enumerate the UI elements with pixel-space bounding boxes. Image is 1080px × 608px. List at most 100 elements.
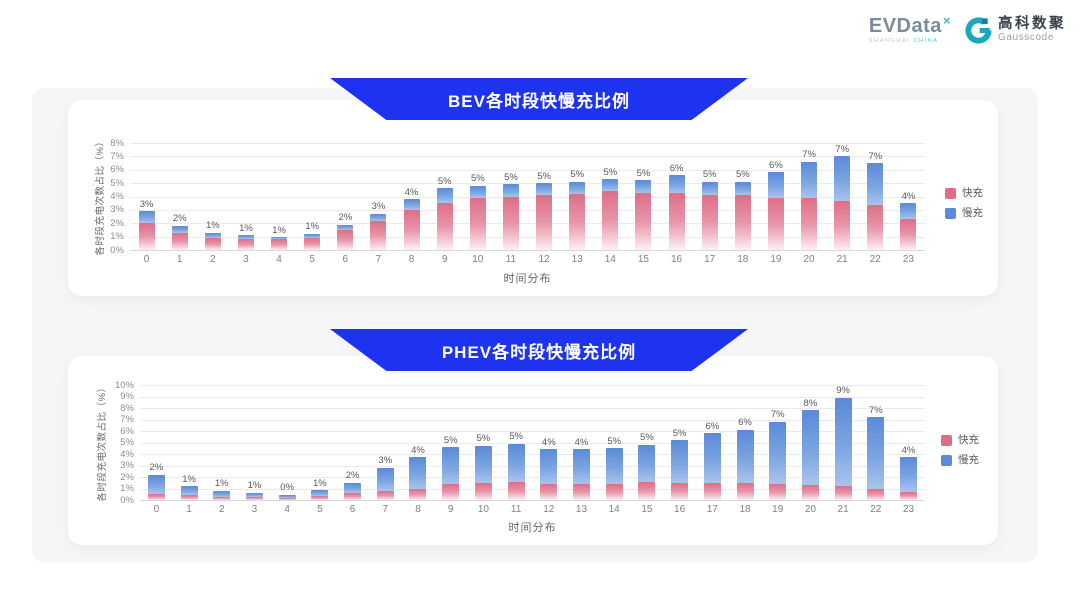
bar-column[interactable]: 5% — [467, 385, 500, 500]
bar-column[interactable]: 1% — [173, 385, 206, 500]
slow-bar-segment — [344, 482, 362, 494]
y-tick-label: 0% — [120, 494, 134, 506]
bar-column[interactable]: 6% — [759, 143, 792, 250]
bar-value-label: 5% — [437, 175, 452, 187]
x-tick-label: 20 — [803, 254, 815, 265]
bar-column[interactable]: 1% — [263, 143, 296, 250]
bar-column[interactable]: 7% — [793, 143, 826, 250]
bar-column[interactable]: 5% — [627, 143, 660, 250]
bar-column[interactable]: 4% — [532, 385, 565, 500]
bar-column[interactable]: 1% — [229, 143, 262, 250]
bar-value-label: 1% — [305, 221, 320, 233]
bar-column[interactable]: 1% — [296, 143, 329, 250]
bar-column[interactable]: 5% — [461, 143, 494, 250]
bar-column[interactable]: 4% — [892, 385, 925, 500]
x-axis-title: 时间分布 — [508, 522, 557, 534]
legend-item-slow-charge[interactable]: 慢充 — [945, 208, 983, 219]
bar-column[interactable]: 5% — [663, 385, 696, 500]
evdata-logo: EVData× SHANGHAI CHINA — [869, 14, 951, 44]
slow-bar-segment — [801, 410, 819, 486]
fast-bar-segment — [900, 219, 917, 250]
bar-column[interactable]: 2% — [336, 385, 369, 500]
bar-value-label: 1% — [247, 480, 262, 492]
legend-item-fast-charge[interactable]: 快充 — [945, 188, 983, 199]
bar-column[interactable]: 7% — [826, 143, 859, 250]
bar-column[interactable]: 4% — [892, 143, 925, 250]
bar-column[interactable]: 3% — [369, 385, 402, 500]
legend-item-fast-charge[interactable]: 快充 — [941, 435, 979, 446]
bar-value-label: 1% — [313, 477, 327, 489]
bar-value-label: 5% — [702, 169, 717, 181]
bar-column[interactable]: 5% — [598, 385, 631, 500]
bar-column[interactable]: 2% — [163, 143, 196, 250]
gridline — [130, 156, 925, 158]
bar-value-label: 5% — [470, 173, 485, 185]
bar-column[interactable]: 4% — [395, 143, 428, 250]
bar-column[interactable]: 5% — [528, 143, 561, 250]
bar-column[interactable]: 4% — [402, 385, 435, 500]
bar-column[interactable]: 5% — [500, 385, 533, 500]
x-tick-label: 10 — [477, 504, 489, 515]
fast-bar-segment — [304, 237, 321, 250]
bar-column[interactable]: 2% — [140, 385, 173, 500]
bar-column[interactable]: 5% — [428, 143, 461, 250]
gridline — [130, 169, 925, 171]
slow-bar-segment — [403, 199, 420, 210]
bar-column[interactable]: 8% — [794, 385, 827, 500]
bar-column[interactable]: 5% — [434, 385, 467, 500]
header-logos: EVData× SHANGHAI CHINA 高科数聚 Gausscode — [869, 14, 1066, 44]
y-tick-label: 6% — [110, 164, 124, 176]
x-tick-label: 9 — [447, 504, 454, 515]
bev-chart-card: 各时段充电次数占比（%） 0% 1% 2% 3% 4% 5% 6% 7% 8% 3% 2% 1% 1% 1… — [68, 100, 998, 296]
bar-column[interactable]: 6% — [729, 385, 762, 500]
y-tick-label: 8% — [120, 402, 134, 414]
bar-column[interactable]: 1% — [196, 143, 229, 250]
y-tick-label: 7% — [110, 150, 124, 162]
bar-value-label: 5% — [570, 169, 585, 181]
fast-bar-segment — [668, 192, 685, 250]
slow-bar-segment — [502, 184, 519, 197]
slow-bar-segment — [180, 486, 198, 496]
fast-charge-swatch-icon — [941, 435, 952, 446]
x-tick-label: 23 — [902, 254, 914, 265]
legend-item-slow-charge[interactable]: 慢充 — [941, 455, 979, 466]
bar-column[interactable]: 7% — [761, 385, 794, 500]
bar-column[interactable]: 6% — [660, 143, 693, 250]
slow-bar-segment — [138, 211, 155, 224]
bar-column[interactable]: 5% — [693, 143, 726, 250]
bar-column[interactable]: 0% — [271, 385, 304, 500]
bar-column[interactable]: 5% — [594, 143, 627, 250]
x-tick-label: 8 — [415, 504, 421, 515]
bar-column[interactable]: 5% — [631, 385, 664, 500]
bar-value-label: 6% — [738, 417, 752, 429]
legend-label: 快充 — [958, 434, 979, 447]
fast-bar-segment — [245, 496, 263, 500]
slow-bar-segment — [311, 490, 329, 496]
bar-value-label: 4% — [901, 190, 916, 202]
bar-column[interactable]: 3% — [130, 143, 163, 250]
legend-label: 快充 — [962, 187, 983, 200]
bar-column[interactable]: 7% — [859, 143, 892, 250]
bar-column[interactable]: 6% — [696, 385, 729, 500]
fast-bar-segment — [569, 193, 586, 250]
bar-value-label: 7% — [868, 404, 883, 416]
gridline — [130, 183, 925, 185]
bar-column[interactable]: 3% — [362, 143, 395, 250]
bar-column[interactable]: 9% — [827, 385, 860, 500]
slow-bar-segment — [409, 457, 427, 489]
bar-column[interactable]: 5% — [726, 143, 759, 250]
bar-column[interactable]: 4% — [565, 385, 598, 500]
bar-column[interactable]: 5% — [494, 143, 527, 250]
phev-chart-title: PHEV各时段快慢充比例 — [441, 342, 637, 362]
bar-column[interactable]: 1% — [238, 385, 271, 500]
bar-column[interactable]: 7% — [859, 385, 892, 500]
bar-column[interactable]: 1% — [205, 385, 238, 500]
bar-column[interactable]: 2% — [329, 143, 362, 250]
gridline — [130, 250, 925, 251]
y-tick-label: 9% — [120, 391, 134, 402]
x-tick-label: 13 — [575, 504, 588, 515]
bar-column[interactable]: 5% — [561, 143, 594, 250]
fast-bar-segment — [734, 195, 751, 250]
y-tick-label: 1% — [120, 483, 134, 494]
bar-column[interactable]: 1% — [304, 385, 337, 500]
